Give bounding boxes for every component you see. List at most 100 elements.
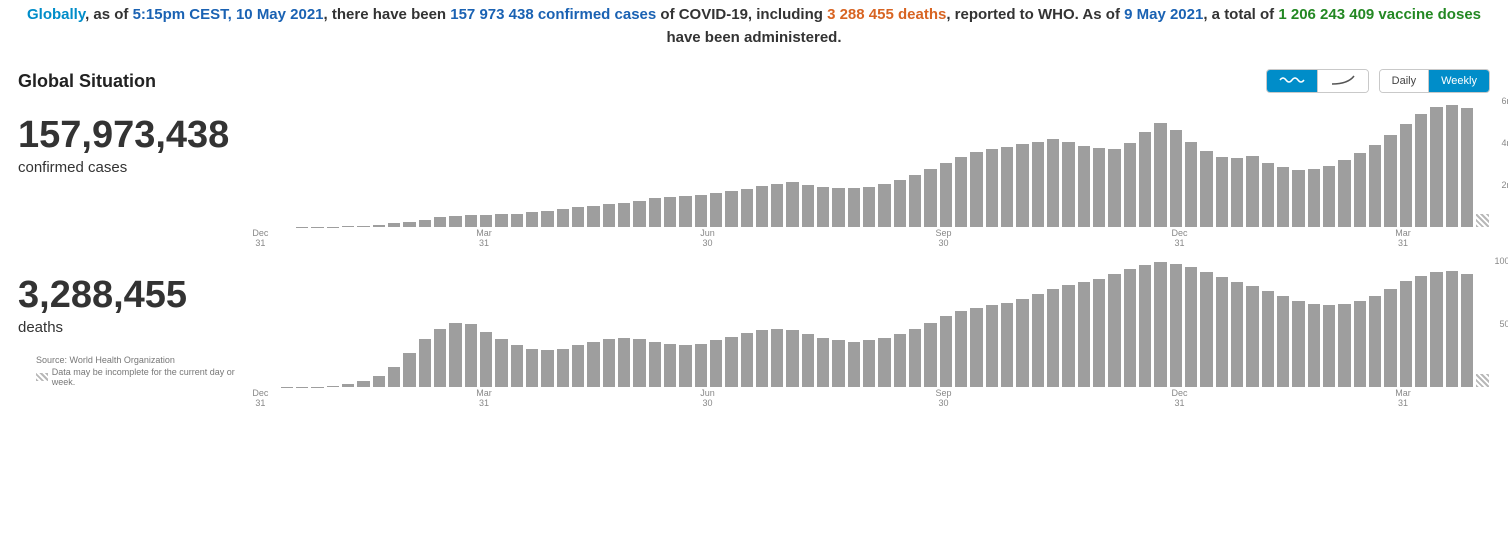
chart-bar [526, 212, 538, 227]
banner-t6: have been administered. [666, 29, 841, 46]
chart-bar [1308, 169, 1320, 227]
chart-bar [1384, 289, 1396, 387]
chart-bar [434, 329, 446, 387]
chart-bar [1277, 296, 1289, 387]
chart-bar [832, 340, 844, 387]
chart-bar [1461, 274, 1473, 387]
chart-bar [725, 337, 737, 387]
x-tick: Dec 31 [1171, 229, 1187, 249]
chart-bar [863, 187, 875, 227]
chart-bar [1078, 146, 1090, 227]
chart-bar [863, 340, 875, 387]
x-tick: Jun 30 [700, 389, 715, 409]
banner-t5: , a total of [1203, 6, 1278, 23]
incomplete-note: Data may be incomplete for the current d… [52, 367, 256, 387]
chart-bar [817, 338, 829, 387]
chart-bar [449, 323, 461, 387]
chart-bar [1292, 301, 1304, 387]
banner-deaths: 3 288 455 deaths [827, 6, 946, 23]
weekly-button[interactable]: Weekly [1429, 70, 1489, 92]
chart-bar [1185, 267, 1197, 387]
chart-bar [1108, 149, 1120, 227]
chart-bar [1078, 282, 1090, 387]
deaths-stat-block: 3,288,455 deaths [18, 261, 248, 411]
cases-stat-block: 157,973,438 confirmed cases [18, 101, 248, 251]
banner-t1: , as of [85, 6, 133, 23]
chart-bar [603, 339, 615, 387]
chart-bar [541, 211, 553, 227]
chart-bar [1430, 272, 1442, 387]
chart-bar [1032, 294, 1044, 387]
chart-bar [1108, 274, 1120, 387]
chart-bar [357, 381, 369, 387]
banner-vacdate: 9 May 2021 [1124, 6, 1203, 23]
chart-bar [1062, 285, 1074, 387]
chart-bar [1354, 153, 1366, 227]
x-tick: Sep 30 [936, 389, 952, 409]
chart-bar [1016, 144, 1028, 227]
chart-bar [1369, 145, 1381, 227]
x-tick: Dec 31 [252, 389, 268, 409]
chart-bar [1216, 277, 1228, 387]
chart-bar [1400, 124, 1412, 227]
y-tick: 50k [1499, 319, 1508, 329]
deaths-total-label: deaths [18, 319, 248, 336]
chart-bar [1354, 301, 1366, 387]
chart-bar [940, 163, 952, 227]
chart-bar [388, 367, 400, 387]
chart-bar [786, 182, 798, 227]
chart-bar [1262, 291, 1274, 387]
banner-vaccines: 1 206 243 409 vaccine doses [1278, 6, 1481, 23]
chart-bar [587, 342, 599, 387]
chart-bar [1338, 304, 1350, 387]
y-tick: 2m [1501, 180, 1508, 190]
chart-bar [756, 186, 768, 227]
deaths-total-value: 3,288,455 [18, 275, 248, 317]
chart-bar [1323, 166, 1335, 227]
y-tick: 100k [1494, 256, 1508, 266]
chart-bar [1093, 279, 1105, 387]
linear-scale-button[interactable] [1267, 70, 1318, 92]
x-tick: Dec 31 [252, 229, 268, 249]
chart-bar [878, 338, 890, 387]
chart-bar [1001, 303, 1013, 387]
chart-bar [771, 329, 783, 387]
chart-bar [955, 311, 967, 387]
x-tick: Mar 31 [476, 229, 492, 249]
period-toggle-group: Daily Weekly [1379, 69, 1490, 93]
chart-bar [603, 204, 615, 227]
chart-bar [955, 157, 967, 227]
chart-bar [618, 203, 630, 227]
chart-bar [541, 350, 553, 387]
cases-xaxis: Dec 31Mar 31Jun 30Sep 30Dec 31Mar 31 [248, 229, 1490, 251]
x-tick: Jun 30 [700, 229, 715, 249]
chart-bar [1062, 142, 1074, 227]
chart-bar [357, 226, 369, 227]
chart-bar [1430, 107, 1442, 227]
chart-bar [1369, 296, 1381, 387]
y-tick: 6m [1501, 96, 1508, 106]
chart-bar [465, 215, 477, 227]
chart-bar [679, 345, 691, 387]
chart-bar [342, 384, 354, 387]
log-scale-button[interactable] [1318, 70, 1368, 92]
deaths-xaxis: Dec 31Mar 31Jun 30Sep 30Dec 31Mar 31 [248, 389, 1490, 411]
chart-bar [1246, 286, 1258, 387]
chart-bar [710, 193, 722, 227]
chart-bar [327, 386, 339, 387]
cases-chart-row: 157,973,438 confirmed cases 02m4m6m Dec … [18, 101, 1490, 251]
deaths-chart: 050k100k Dec 31Mar 31Jun 30Sep 30Dec 31M… [248, 261, 1490, 411]
chart-bar [511, 345, 523, 387]
chart-bar [1047, 139, 1059, 227]
banner-t4: , reported to WHO. As of [946, 6, 1124, 23]
daily-button[interactable]: Daily [1380, 70, 1429, 92]
chart-bar [1200, 272, 1212, 387]
chart-bar [388, 223, 400, 227]
chart-bar [373, 376, 385, 387]
chart-bar [832, 188, 844, 227]
chart-bar [924, 323, 936, 387]
chart-bar [1185, 142, 1197, 227]
chart-bar [802, 185, 814, 227]
chart-bar [1200, 151, 1212, 227]
x-tick: Dec 31 [1171, 389, 1187, 409]
